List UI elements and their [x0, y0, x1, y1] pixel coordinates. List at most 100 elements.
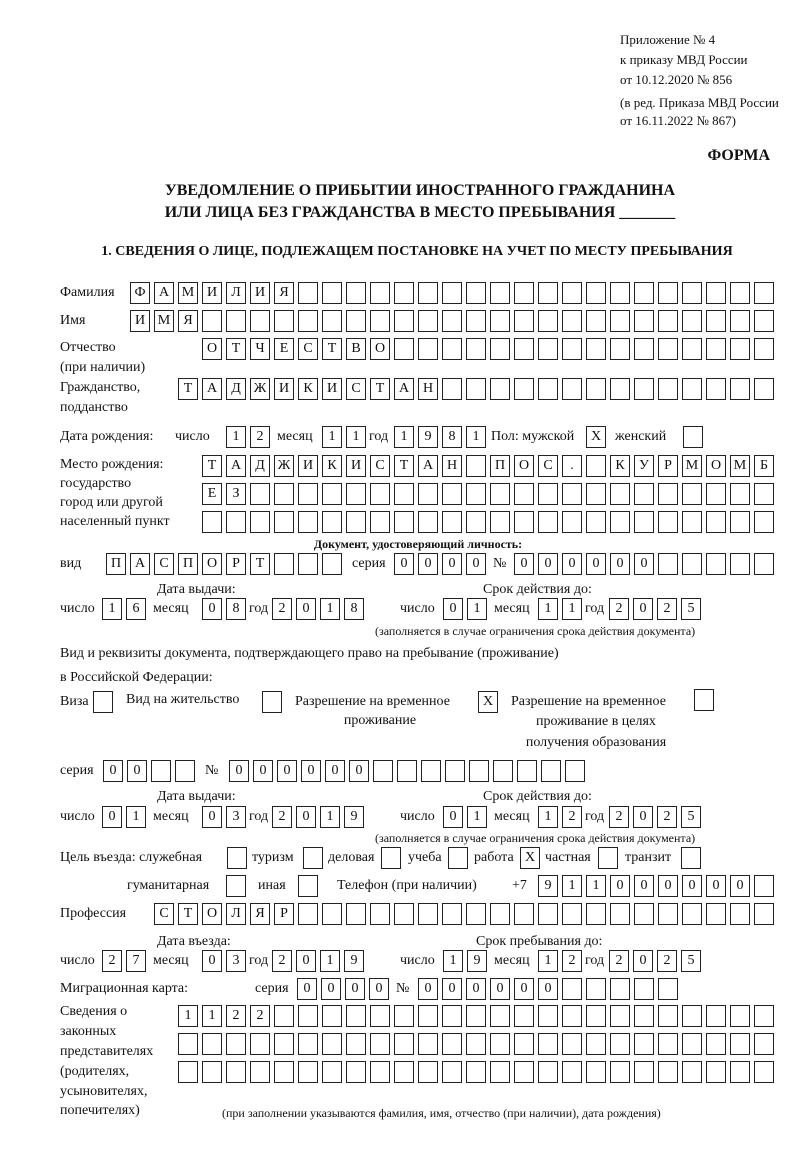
- char-box[interactable]: 1: [538, 598, 558, 620]
- char-box[interactable]: [442, 511, 462, 533]
- char-box[interactable]: [514, 511, 534, 533]
- char-box[interactable]: 0: [610, 875, 630, 897]
- char-box[interactable]: Б: [754, 455, 774, 477]
- char-box[interactable]: [658, 378, 678, 400]
- char-box[interactable]: 8: [344, 598, 364, 620]
- char-box[interactable]: [514, 903, 534, 925]
- char-box[interactable]: [346, 310, 366, 332]
- char-box[interactable]: 1: [586, 875, 606, 897]
- char-box[interactable]: [151, 760, 171, 782]
- char-box[interactable]: [562, 483, 582, 505]
- char-box[interactable]: [541, 760, 561, 782]
- char-box[interactable]: [514, 1005, 534, 1027]
- char-box[interactable]: 9: [344, 806, 364, 828]
- char-box[interactable]: 2: [250, 426, 270, 448]
- char-box[interactable]: [394, 282, 414, 304]
- char-box[interactable]: [730, 310, 750, 332]
- char-box[interactable]: [250, 511, 270, 533]
- char-box[interactable]: [562, 1033, 582, 1055]
- char-box[interactable]: 0: [634, 875, 654, 897]
- char-box[interactable]: Р: [226, 553, 246, 575]
- char-box[interactable]: Т: [370, 378, 390, 400]
- char-box[interactable]: [202, 1061, 222, 1083]
- char-box[interactable]: [370, 1005, 390, 1027]
- char-box[interactable]: [706, 378, 726, 400]
- char-box[interactable]: [730, 1005, 750, 1027]
- char-box[interactable]: Е: [202, 483, 222, 505]
- char-box[interactable]: [754, 511, 774, 533]
- char-box[interactable]: [730, 483, 750, 505]
- char-box[interactable]: 1: [394, 426, 414, 448]
- char-box[interactable]: 0: [229, 760, 249, 782]
- char-box[interactable]: П: [178, 553, 198, 575]
- char-box[interactable]: Я: [178, 310, 198, 332]
- char-box[interactable]: И: [298, 455, 318, 477]
- char-box[interactable]: [274, 553, 294, 575]
- char-box[interactable]: [538, 282, 558, 304]
- char-box[interactable]: [274, 1033, 294, 1055]
- char-box[interactable]: [370, 310, 390, 332]
- char-box[interactable]: [658, 310, 678, 332]
- char-box[interactable]: [658, 338, 678, 360]
- char-box[interactable]: [634, 310, 654, 332]
- char-box[interactable]: [175, 760, 195, 782]
- char-box[interactable]: [586, 338, 606, 360]
- char-box[interactable]: 9: [344, 950, 364, 972]
- char-box[interactable]: [682, 338, 702, 360]
- char-box[interactable]: [442, 1005, 462, 1027]
- char-box[interactable]: С: [346, 378, 366, 400]
- char-box[interactable]: Я: [274, 282, 294, 304]
- char-box[interactable]: [517, 760, 537, 782]
- char-box[interactable]: [394, 1061, 414, 1083]
- char-box[interactable]: [397, 760, 417, 782]
- char-box[interactable]: [634, 1033, 654, 1055]
- char-box[interactable]: 9: [418, 426, 438, 448]
- char-box[interactable]: [466, 511, 486, 533]
- char-box[interactable]: [538, 511, 558, 533]
- char-box[interactable]: [538, 903, 558, 925]
- char-box[interactable]: [610, 1005, 630, 1027]
- char-box[interactable]: Т: [394, 455, 414, 477]
- char-box[interactable]: О: [706, 455, 726, 477]
- char-box[interactable]: 1: [320, 950, 340, 972]
- char-box[interactable]: 2: [609, 806, 629, 828]
- char-box[interactable]: 1: [226, 426, 246, 448]
- char-box[interactable]: [227, 847, 247, 869]
- char-box[interactable]: [586, 310, 606, 332]
- char-box[interactable]: [274, 1005, 294, 1027]
- char-box[interactable]: 1: [322, 426, 342, 448]
- char-box[interactable]: [682, 1033, 702, 1055]
- char-box[interactable]: 1: [346, 426, 366, 448]
- char-box[interactable]: Е: [274, 338, 294, 360]
- char-box[interactable]: [754, 483, 774, 505]
- char-box[interactable]: [754, 378, 774, 400]
- char-box[interactable]: [178, 1033, 198, 1055]
- char-box[interactable]: Н: [442, 455, 462, 477]
- char-box[interactable]: [226, 310, 246, 332]
- char-box[interactable]: X: [478, 691, 498, 713]
- char-box[interactable]: 0: [202, 598, 222, 620]
- char-box[interactable]: 0: [490, 978, 510, 1000]
- char-box[interactable]: [682, 1005, 702, 1027]
- char-box[interactable]: 0: [633, 598, 653, 620]
- char-box[interactable]: [562, 1061, 582, 1083]
- char-box[interactable]: С: [370, 455, 390, 477]
- char-box[interactable]: [442, 378, 462, 400]
- char-box[interactable]: М: [730, 455, 750, 477]
- char-box[interactable]: [658, 1005, 678, 1027]
- char-box[interactable]: 1: [443, 950, 463, 972]
- char-box[interactable]: [730, 511, 750, 533]
- char-box[interactable]: К: [298, 378, 318, 400]
- char-box[interactable]: 0: [296, 950, 316, 972]
- char-box[interactable]: 0: [443, 806, 463, 828]
- char-box[interactable]: [598, 847, 618, 869]
- char-box[interactable]: 0: [730, 875, 750, 897]
- char-box[interactable]: В: [346, 338, 366, 360]
- char-box[interactable]: [658, 978, 678, 1000]
- char-box[interactable]: [322, 1061, 342, 1083]
- char-box[interactable]: [250, 483, 270, 505]
- char-box[interactable]: Р: [658, 455, 678, 477]
- char-box[interactable]: [514, 1033, 534, 1055]
- char-box[interactable]: И: [346, 455, 366, 477]
- char-box[interactable]: [562, 378, 582, 400]
